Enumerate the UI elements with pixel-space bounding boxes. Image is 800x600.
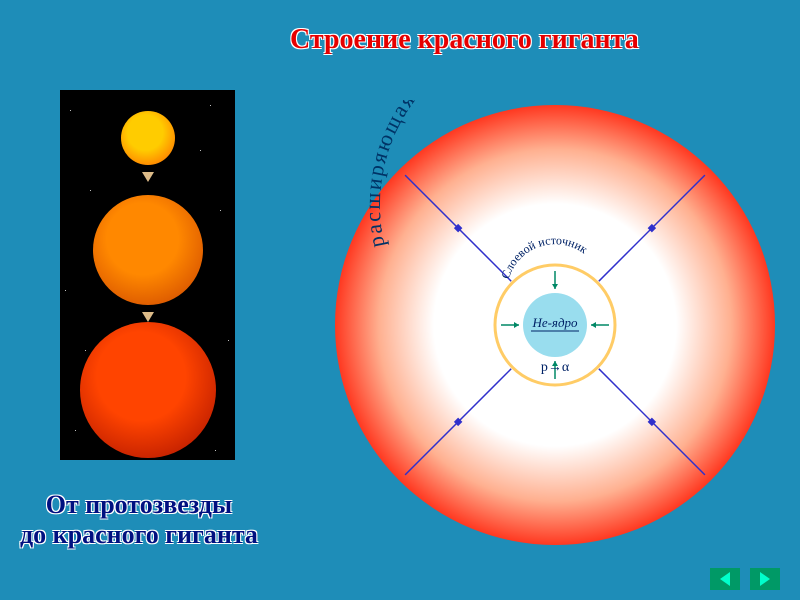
he-core-label: Не-ядро bbox=[531, 315, 578, 330]
star-stage-1 bbox=[121, 111, 175, 165]
starfield-dot bbox=[200, 150, 201, 151]
slide-root: Строение красного гиганта От протозвезды… bbox=[0, 0, 800, 600]
starfield-dot bbox=[70, 110, 71, 111]
star-stage-2 bbox=[93, 195, 203, 305]
evolution-arrow-1 bbox=[142, 172, 154, 182]
nav-next-button[interactable] bbox=[750, 568, 780, 590]
star-stage-3 bbox=[80, 322, 216, 458]
starfield-dot bbox=[65, 290, 66, 291]
nav-buttons bbox=[710, 568, 780, 590]
nav-prev-button[interactable] bbox=[710, 568, 740, 590]
starfield-dot bbox=[75, 430, 76, 431]
caption-line1: От протозвезды bbox=[20, 490, 258, 520]
starfield-dot bbox=[220, 210, 221, 211]
p-alpha-label: р→α bbox=[541, 360, 570, 375]
starfield-dot bbox=[215, 450, 216, 451]
evolution-caption: От протозвезды до красного гиганта bbox=[20, 490, 258, 550]
starfield-dot bbox=[85, 350, 86, 351]
evolution-panel bbox=[60, 90, 235, 460]
caption-line2: до красного гиганта bbox=[20, 520, 258, 550]
slide-title: Строение красного гиганта bbox=[290, 24, 639, 56]
starfield-dot bbox=[210, 105, 211, 106]
starfield-dot bbox=[228, 340, 229, 341]
red-giant-diagram: расширяющаяся конвективная оболочкаНе-яд… bbox=[330, 100, 780, 550]
starfield-dot bbox=[90, 190, 91, 191]
giant-svg: расширяющаяся конвективная оболочкаНе-яд… bbox=[330, 100, 780, 550]
evolution-arrow-2 bbox=[142, 312, 154, 322]
